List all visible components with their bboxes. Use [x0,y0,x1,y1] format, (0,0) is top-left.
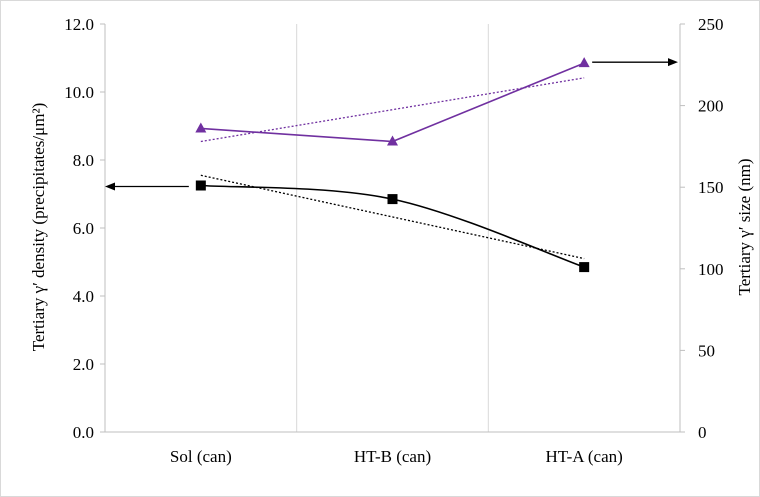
right-axis-title: Tertiary γ′ size (nm) [735,158,754,295]
triangle-marker [387,135,398,146]
right-tick-label: 50 [698,341,715,360]
series-lines [200,62,585,268]
category-label: HT-A (can) [546,447,623,466]
square-marker [579,262,590,273]
left-axis-title: Tertiary γ′ density (precipitates/μm²) [29,103,48,351]
grid-lines [296,24,489,432]
square-marker [387,194,398,205]
right-tick-label: 150 [698,178,724,197]
category-label: Sol (can) [170,447,232,466]
series-markers [195,57,590,273]
right-tick-label: 250 [698,15,724,34]
left-tick-label: 10.0 [64,83,94,102]
series-line-2 [200,62,585,143]
left-tick-label: 2.0 [73,355,94,374]
right-tick-label: 0 [698,423,707,442]
left-tick-label: 12.0 [64,15,94,34]
square-marker [195,180,206,191]
trendline-series-1 [200,174,585,260]
trendlines [200,77,585,260]
right-arrow-head [668,58,678,67]
triangle-marker [195,122,207,133]
left-arrow-head [105,182,115,191]
axis-pointer-arrows [105,58,678,191]
triangle-marker [578,57,590,68]
left-tick-label: 4.0 [73,287,94,306]
left-tick-label: 8.0 [73,151,94,170]
left-tick-label: 0.0 [73,423,94,442]
axes [100,23,685,433]
right-tick-label: 200 [698,97,724,116]
left-tick-label: 6.0 [73,219,94,238]
trendline-series-2 [200,77,585,143]
right-tick-label: 100 [698,260,724,279]
tick-labels: 0.0 2.0 4.0 6.0 8.0 10.0 12.0 0 50 100 150 200 250 So… [64,15,723,466]
category-label: HT-B (can) [354,447,431,466]
